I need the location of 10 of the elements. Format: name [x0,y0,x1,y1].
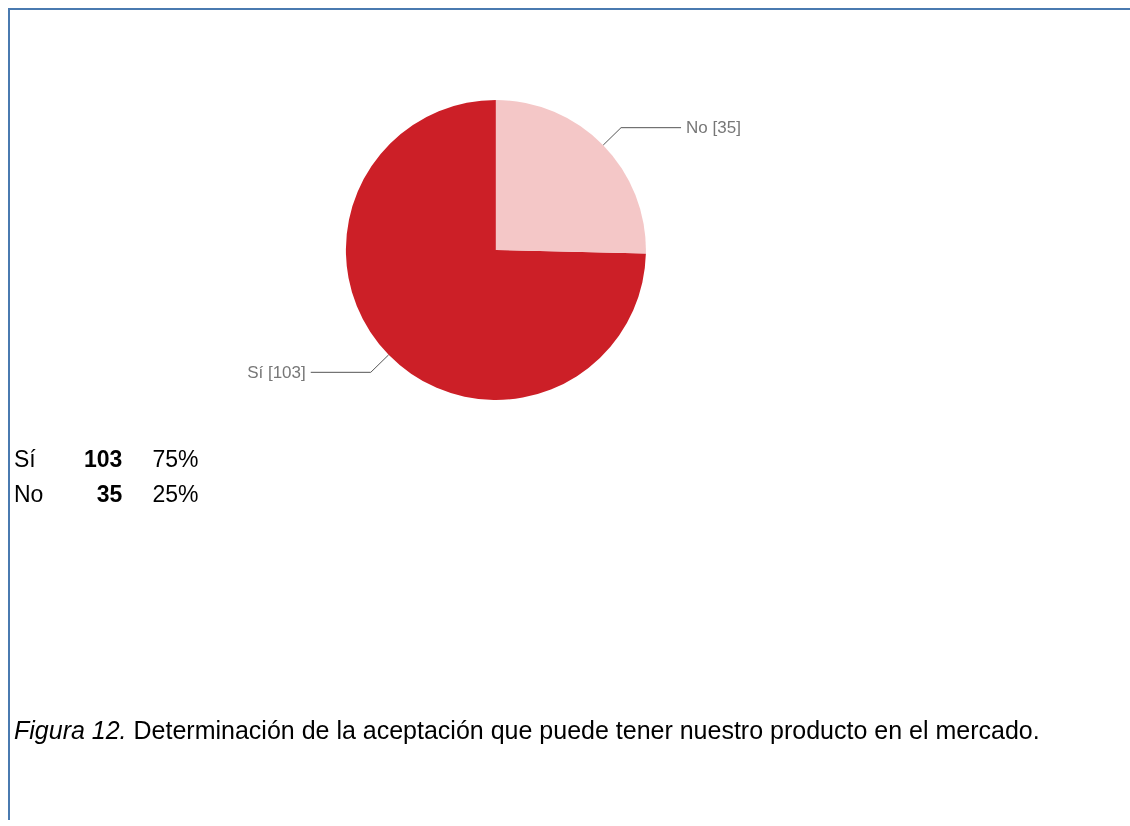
text: Determinación de la aceptación que puede tener nuestro producto en el mercado. [132,716,1040,744]
slice-label: Sí [103] [247,362,306,382]
text: 25% [152,480,199,509]
text: No [14,480,45,509]
text: Figura 12. [14,716,127,744]
slice-label: No [35] [686,118,741,138]
text: 75% [152,445,199,474]
text: Sí [14,445,37,474]
text: 103 [84,445,124,474]
text: 35 [95,480,124,509]
